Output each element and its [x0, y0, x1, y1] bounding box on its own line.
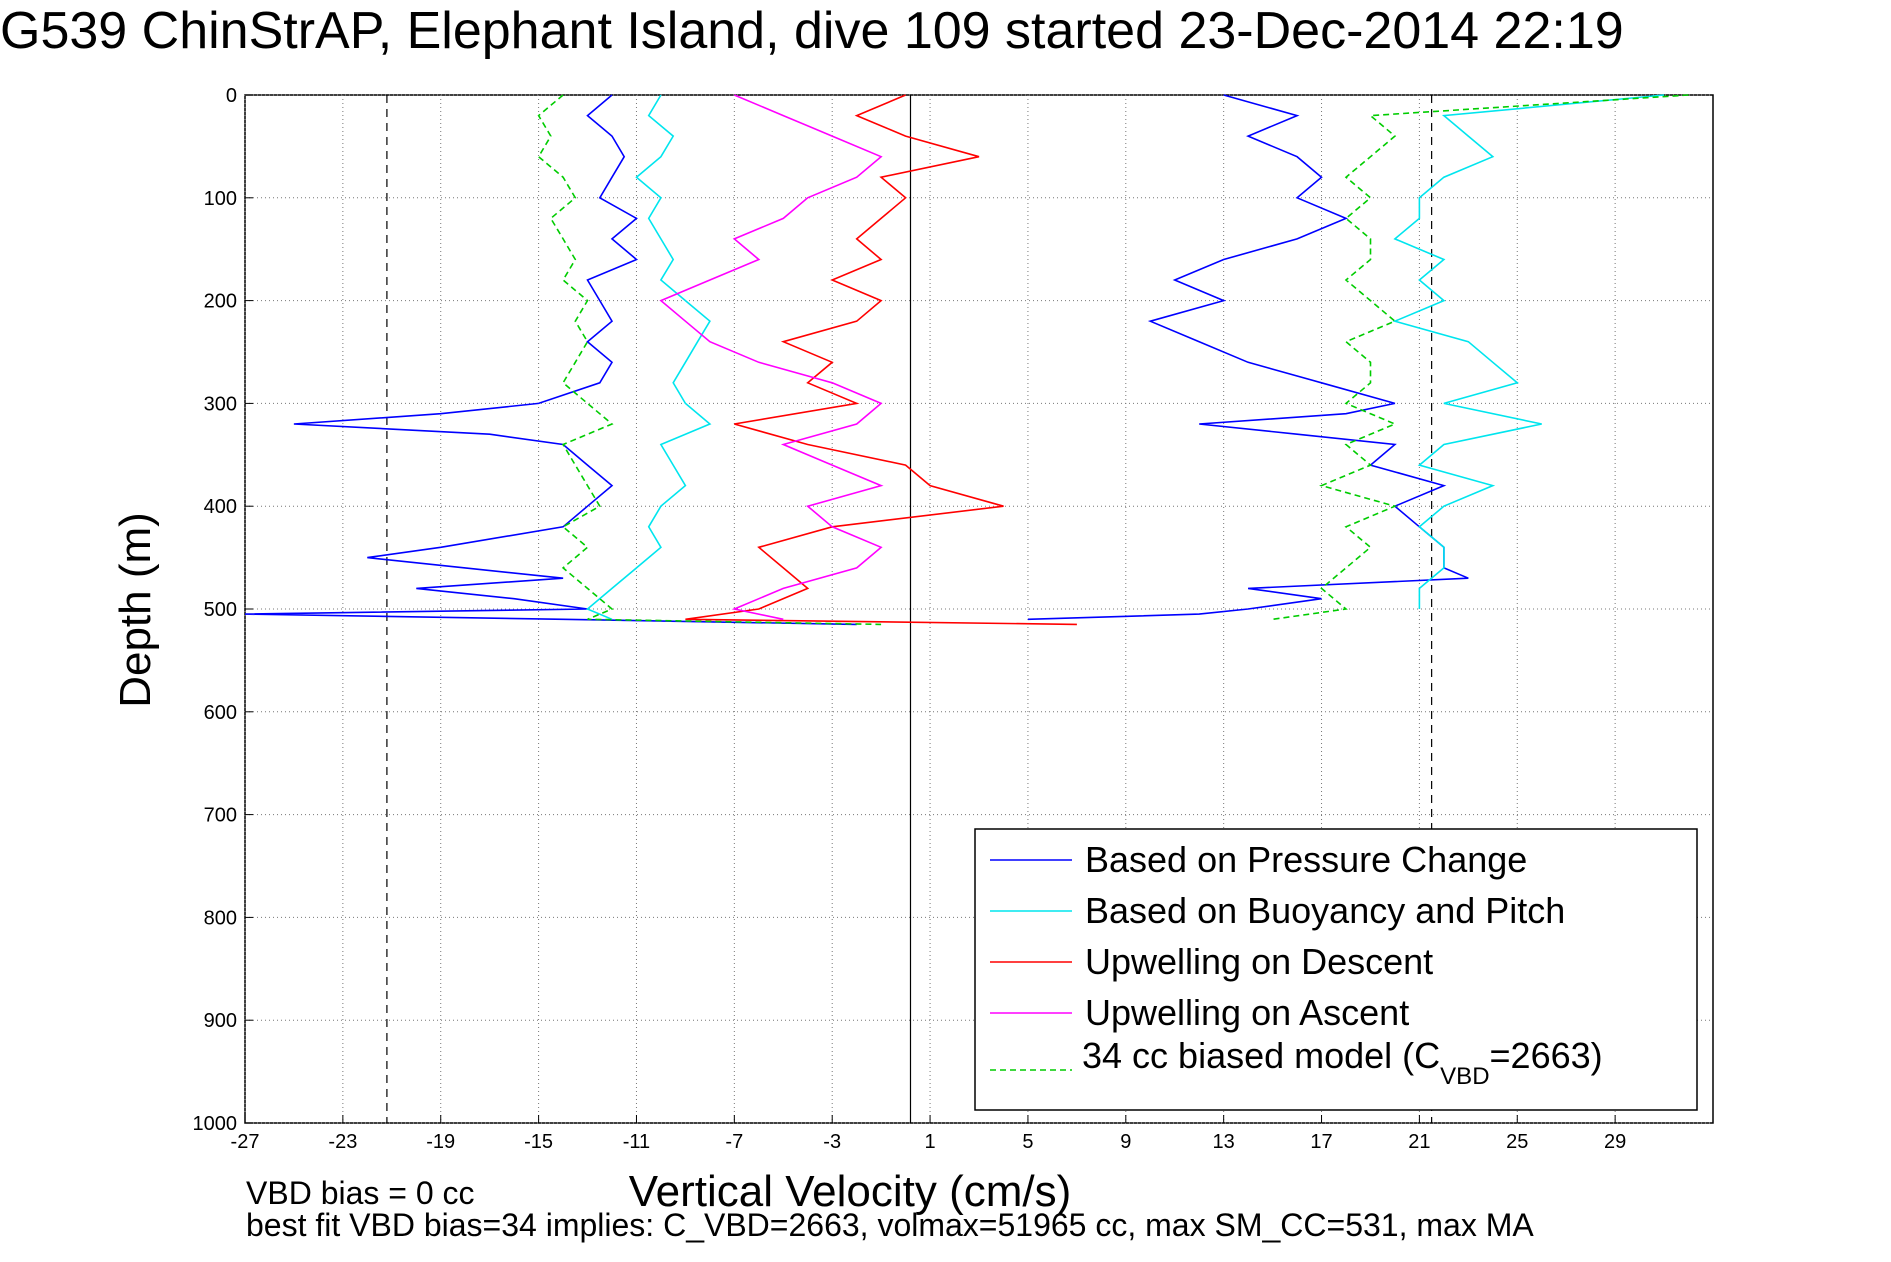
y-tick-label: 900: [204, 1010, 237, 1032]
series-line: [685, 94, 1077, 626]
y-tick-label: 1000: [193, 1113, 238, 1135]
x-tick-label: 29: [1604, 1131, 1626, 1153]
y-tick-label: 500: [204, 599, 237, 621]
x-tick-label: -19: [426, 1131, 455, 1153]
legend-label-model: 34 cc biased model (CVBD=2663): [1082, 1035, 1603, 1090]
x-tick-label: 5: [1022, 1131, 1033, 1153]
y-axis-ticks: 0 100 200 300 400 500 600 700 800 900 1000: [193, 85, 253, 1135]
x-axis-label: Vertical Velocity (cm/s): [629, 1167, 1072, 1216]
x-tick-label: -11: [623, 1131, 650, 1153]
x-tick-label: 9: [1120, 1131, 1131, 1153]
series-line: [537, 94, 882, 626]
x-tick-label: 1: [925, 1131, 936, 1153]
series-line: [1027, 94, 1469, 621]
series-line: [585, 94, 712, 621]
legend-label-pressure: Based on Pressure Change: [1085, 839, 1527, 880]
series-line: [659, 94, 884, 621]
x-tick-label: 17: [1310, 1131, 1332, 1153]
footnote-vbd-bias: VBD bias = 0 cc: [246, 1175, 475, 1211]
y-axis-label: Depth (m): [111, 512, 160, 708]
y-tick-label: 800: [204, 907, 237, 929]
legend-label-descent: Upwelling on Descent: [1085, 941, 1433, 982]
x-tick-label: -27: [231, 1131, 260, 1153]
x-tick-label: 21: [1408, 1131, 1430, 1153]
x-tick-label: -7: [725, 1131, 743, 1153]
y-tick-label: 400: [204, 496, 237, 518]
x-tick-label: -23: [328, 1131, 357, 1153]
series-line: [1392, 94, 1665, 609]
legend-box: [974, 828, 1698, 1111]
y-tick-label: 300: [204, 393, 237, 415]
x-tick-label: -3: [823, 1131, 841, 1153]
x-tick-label: -15: [524, 1131, 553, 1153]
y-tick-label: 0: [226, 85, 237, 107]
x-tick-label: 13: [1213, 1131, 1235, 1153]
y-tick-label: 100: [204, 188, 237, 210]
x-axis-ticks: -27 -23 -19 -15 -11 -7 -3 1 5 9 13 17 21 25 29: [231, 1115, 1626, 1153]
chart-title: G539 ChinStrAP, Elephant Island, dive 10…: [0, 2, 1624, 60]
series-line: [1272, 94, 1689, 621]
legend-label-buoyancy: Based on Buoyancy and Pitch: [1085, 890, 1565, 931]
y-tick-label: 700: [204, 805, 237, 827]
y-tick-label: 200: [204, 291, 237, 313]
footnote-best-fit: best fit VBD bias=34 implies: C_VBD=2663…: [246, 1207, 1534, 1243]
series-line: [244, 94, 857, 626]
x-tick-label: 25: [1506, 1131, 1528, 1153]
data-series: [244, 94, 1689, 626]
y-tick-label: 600: [204, 702, 237, 724]
legend-label-ascent: Upwelling on Ascent: [1085, 992, 1409, 1033]
legend: Based on Pressure Change Based on Buoyan…: [974, 828, 1698, 1111]
